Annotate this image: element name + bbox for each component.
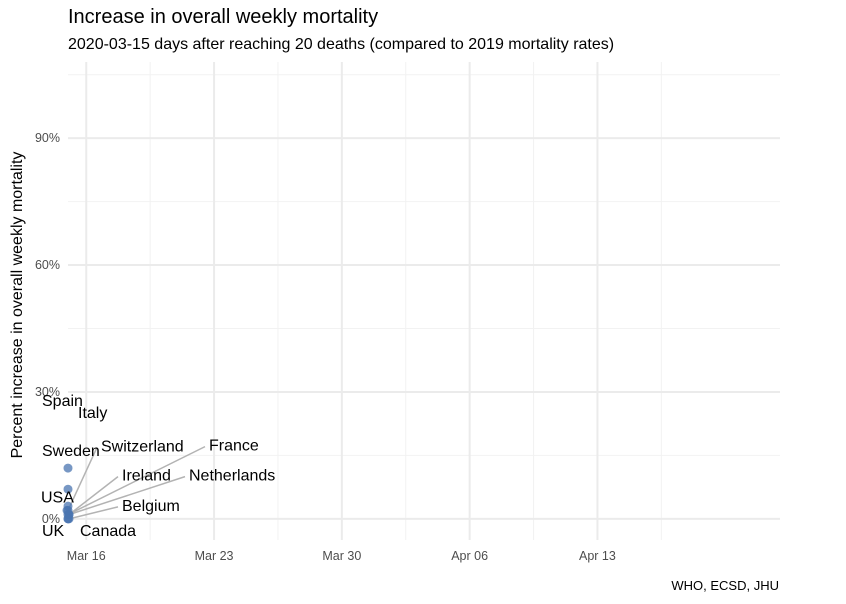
x-tick-label: Apr 13 xyxy=(579,549,616,563)
data-point xyxy=(63,514,73,524)
x-tick-label: Apr 06 xyxy=(451,549,488,563)
y-tick-label: 0% xyxy=(42,512,60,526)
data-label: USA xyxy=(41,489,74,506)
data-label: UK xyxy=(42,523,65,540)
data-label: Spain xyxy=(42,393,83,410)
y-axis-ticks: 0% 30% 60% 90% xyxy=(35,131,60,526)
grid-lines xyxy=(68,62,780,540)
data-label: Italy xyxy=(78,405,107,422)
data-point xyxy=(62,505,72,515)
data-label: Switzerland xyxy=(101,438,184,455)
x-tick-label: Mar 30 xyxy=(322,549,361,563)
y-axis-title: Percent increase in overall weekly morta… xyxy=(9,152,26,459)
chart-subtitle: 2020-03-15 days after reaching 20 deaths… xyxy=(68,36,615,53)
label-leader-lines xyxy=(67,445,206,520)
data-label: France xyxy=(209,438,259,455)
data-label: Netherlands xyxy=(189,468,275,485)
data-label: Sweden xyxy=(42,443,100,460)
data-label: Canada xyxy=(80,523,136,540)
data-point xyxy=(63,484,73,494)
y-tick-label: 30% xyxy=(35,385,60,399)
y-tick-label: 90% xyxy=(35,131,60,145)
data-point xyxy=(63,463,73,473)
data-points xyxy=(62,463,74,524)
leader-line xyxy=(68,475,186,516)
y-tick-label: 60% xyxy=(35,258,60,272)
leader-line xyxy=(68,476,119,516)
chart-caption: WHO, ECSD, JHU xyxy=(671,578,779,593)
leader-line xyxy=(67,447,98,511)
x-axis-ticks: Mar 16 Mar 23 Mar 30 Apr 06 Apr 13 xyxy=(67,549,616,563)
x-tick-label: Mar 16 xyxy=(67,549,106,563)
leader-line xyxy=(68,506,119,520)
x-tick-label: Mar 23 xyxy=(195,549,234,563)
chart-title: Increase in overall weekly mortality xyxy=(68,6,379,28)
data-label: Ireland xyxy=(122,468,171,485)
data-label: Belgium xyxy=(122,498,180,515)
leader-line xyxy=(67,445,206,516)
